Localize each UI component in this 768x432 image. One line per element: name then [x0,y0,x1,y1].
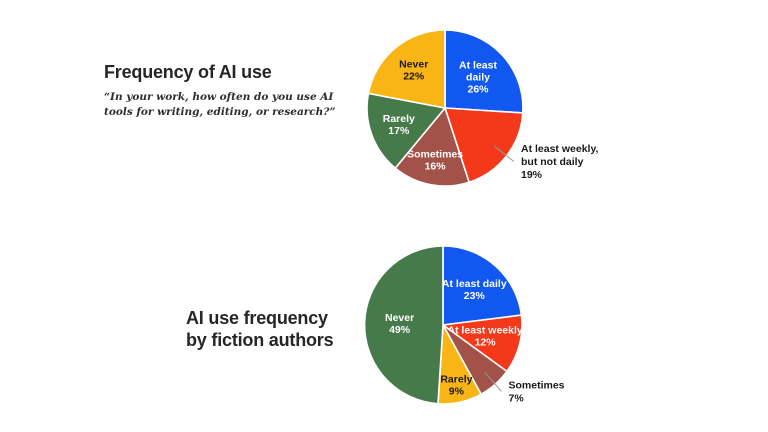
pie-chart-ai-use-fiction-authors: At least daily 23% At least weekly 12% Somet… [363,245,565,405]
slice-label: At least weekly 12% [447,324,522,348]
pie-slice-at-least-daily [442,245,523,326]
top-chart-title-block: Frequency of AI use “In your work, how o… [104,62,344,119]
pie-chart-frequency-of-ai-use: At least daily 26% At least weekly, but not … [366,29,599,187]
slice-label: Sometimes 16% [407,149,463,173]
pie-slice-at-least-weekly [442,314,523,373]
label-leader-line [484,372,502,392]
bottom-chart-title-block: AI use frequency by fiction authors [186,308,406,352]
slice-label: At least daily 26% [459,60,497,96]
pie-slice-at-least-daily [444,29,524,114]
slice-label: At least weekly, but not daily 19% [521,143,599,181]
slice-label: Rarely 9% [440,374,472,398]
pie-slice-never [367,29,446,109]
pie-slice-rarely [366,92,446,169]
top-chart-subtitle: “In your work, how often do you use AI t… [104,91,336,118]
slice-label: Sometimes 7% [509,380,565,405]
slice-label: Rarely 17% [383,113,415,137]
slice-label: Never 22% [399,59,428,83]
top-chart-title: Frequency of AI use [104,62,272,82]
slice-label: At least daily 23% [442,278,507,302]
pie-slice-sometimes [394,107,470,187]
bottom-chart-title: AI use frequency by fiction authors [186,308,334,350]
pie-slice-never [363,245,444,405]
label-leader-line [493,145,515,162]
slice-label: Never 49% [385,312,414,336]
